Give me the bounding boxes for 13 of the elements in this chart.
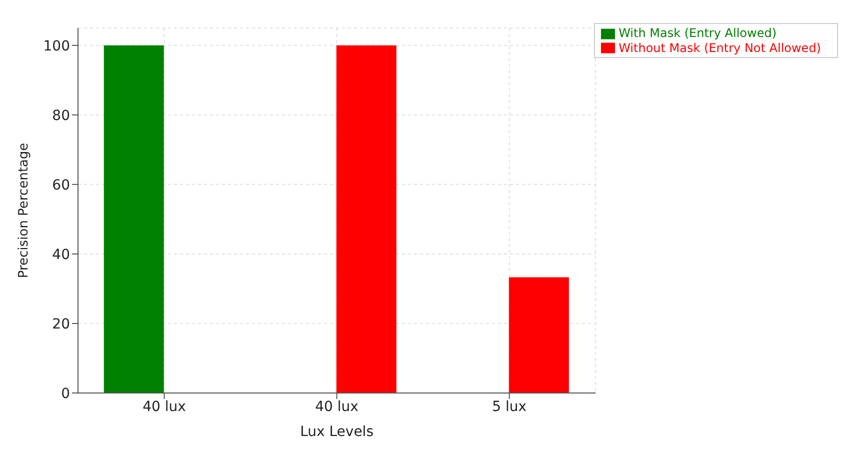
x-tick-label: 40 lux [142, 398, 186, 415]
y-axis-title: Precision Percentage [16, 142, 32, 278]
legend-label: Without Mask (Entry Not Allowed) [618, 40, 821, 55]
y-tick-label: 80 [52, 108, 70, 124]
x-axis-title: Lux Levels [300, 424, 374, 440]
legend-label: With Mask (Entry Allowed) [618, 26, 776, 40]
y-tick-label: 100 [43, 38, 70, 54]
y-tick-label: 60 [52, 177, 70, 194]
y-tick-label: 40 [52, 246, 70, 263]
x-tick-label: 5 lux [492, 398, 527, 415]
y-tick-label: 20 [52, 316, 70, 332]
x-tick-label: 40 lux [315, 398, 358, 415]
y-tick-label: 0 [61, 386, 70, 402]
